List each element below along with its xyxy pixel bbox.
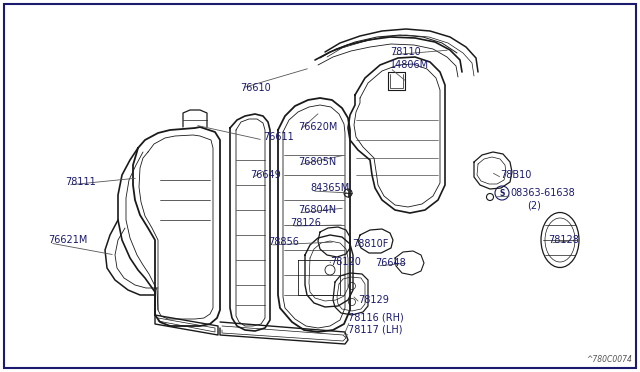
Text: 76805N: 76805N (298, 157, 336, 167)
Text: 76610: 76610 (240, 83, 271, 93)
Text: 84365M: 84365M (310, 183, 349, 193)
Text: 78120: 78120 (330, 257, 361, 267)
Text: 08363-61638: 08363-61638 (510, 188, 575, 198)
Text: 14806M: 14806M (390, 60, 429, 70)
Text: 78111: 78111 (65, 177, 96, 187)
Text: 78B10: 78B10 (500, 170, 531, 180)
Text: 76649: 76649 (250, 170, 281, 180)
Text: 76804N: 76804N (298, 205, 336, 215)
Text: S: S (499, 189, 505, 198)
Text: 78810F: 78810F (352, 239, 388, 249)
Text: 78117 (LH): 78117 (LH) (348, 325, 403, 335)
Text: 76621M: 76621M (48, 235, 88, 245)
Text: (2): (2) (527, 200, 541, 210)
Text: 76620M: 76620M (298, 122, 337, 132)
Text: 76611: 76611 (263, 132, 294, 142)
Text: 78126: 78126 (290, 218, 321, 228)
Text: ^780C0074: ^780C0074 (586, 355, 632, 364)
Text: 78110: 78110 (390, 47, 420, 57)
Text: 78856: 78856 (268, 237, 299, 247)
Text: 78128: 78128 (548, 235, 579, 245)
Text: 76648: 76648 (375, 258, 406, 268)
Text: 78116 (RH): 78116 (RH) (348, 313, 404, 323)
Text: 78129: 78129 (358, 295, 389, 305)
